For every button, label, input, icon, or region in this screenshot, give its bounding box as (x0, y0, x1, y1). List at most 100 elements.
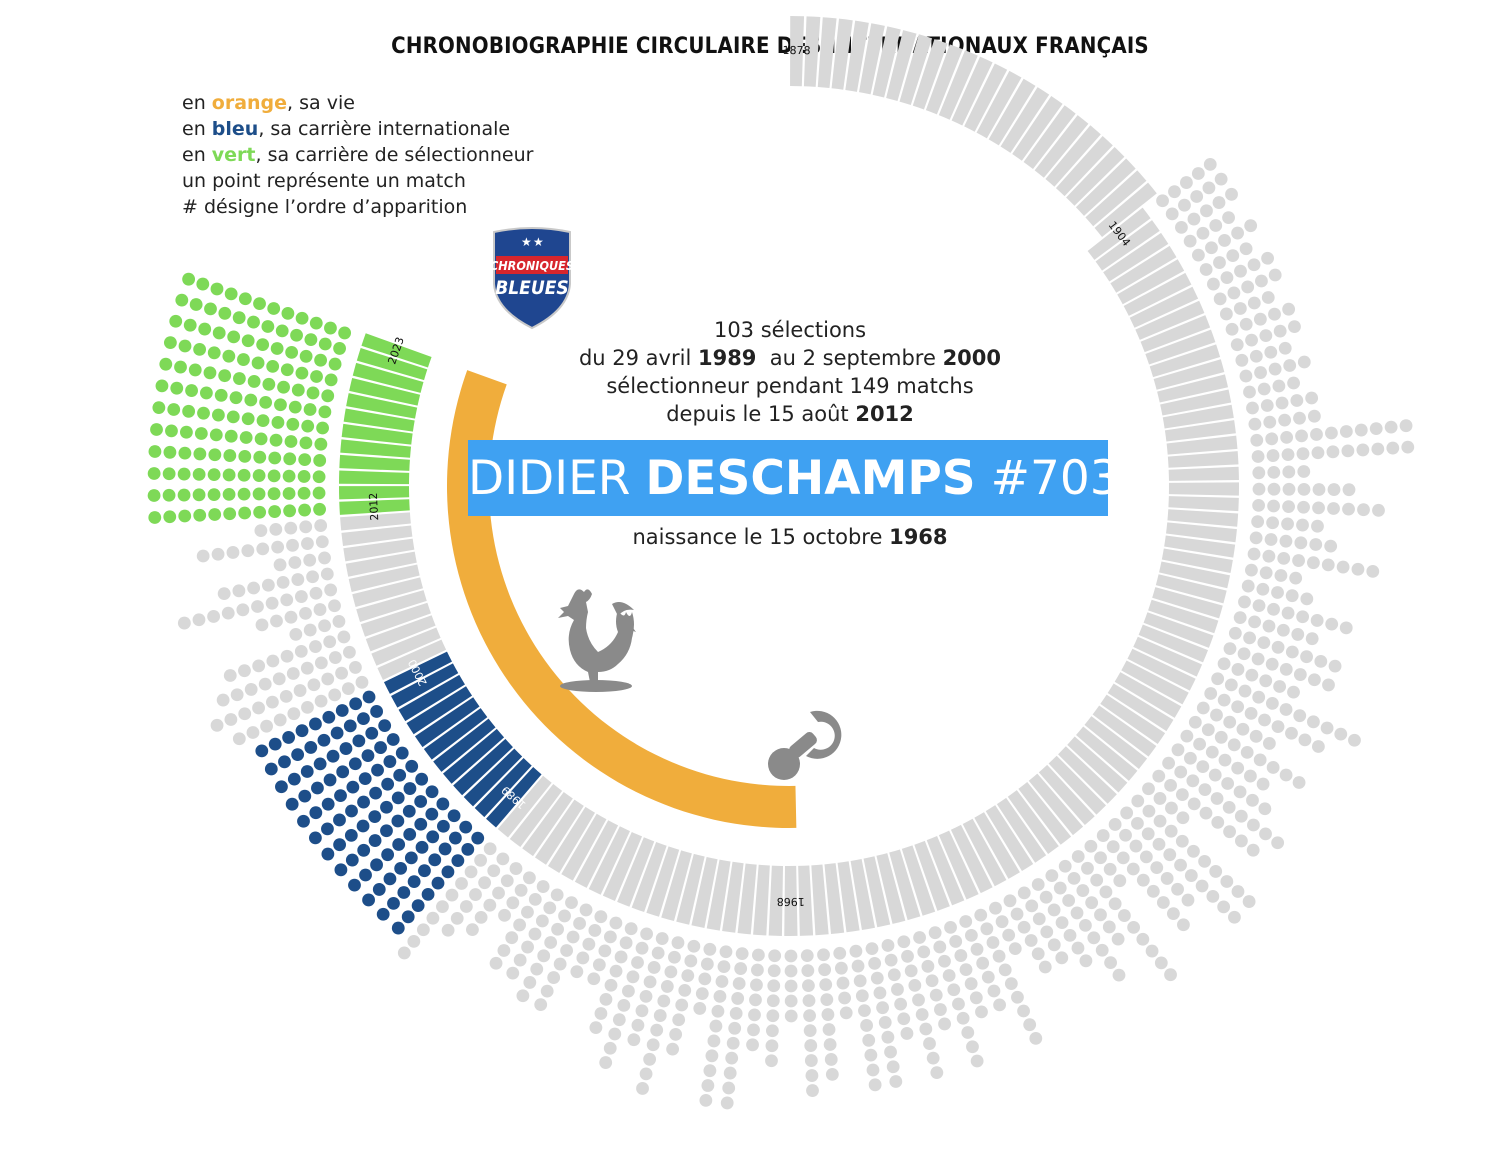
year-segment (1149, 344, 1221, 378)
match-dot (765, 1024, 779, 1038)
year-segment (1161, 548, 1233, 574)
year-segment (950, 824, 993, 894)
first-name: DIDIER (468, 451, 646, 506)
match-dot (1300, 592, 1314, 606)
year-segment (340, 512, 411, 531)
pacifier-icon (768, 710, 842, 780)
match-dot (1281, 448, 1295, 462)
match-dot (1191, 167, 1205, 180)
match-dot (1281, 606, 1295, 620)
match-dot (1206, 890, 1220, 903)
match-dot (1341, 444, 1355, 458)
year-segment (1075, 158, 1136, 216)
match-dot (938, 1017, 951, 1031)
match-dot (415, 772, 429, 786)
match-dot (551, 922, 564, 936)
match-dot (322, 710, 336, 724)
match-dot (711, 1004, 725, 1018)
match-dot (964, 929, 978, 942)
match-dot (324, 373, 338, 387)
match-dot (537, 949, 551, 963)
match-dot (165, 424, 178, 438)
match-dot (876, 1001, 889, 1015)
match-dot (192, 613, 206, 627)
match-dot (1187, 797, 1201, 811)
match-dot (177, 467, 191, 481)
player-number: #703 (975, 451, 1120, 506)
match-dot (1297, 465, 1311, 478)
match-dot (870, 971, 884, 985)
match-dot (237, 487, 251, 501)
match-dot (1198, 854, 1211, 868)
match-dot (709, 1019, 723, 1033)
year-segment (1048, 755, 1106, 815)
match-dot (1262, 549, 1276, 563)
year-segment (691, 856, 718, 928)
match-dot (1324, 539, 1338, 553)
match-dot (369, 786, 383, 800)
year-segment (985, 805, 1034, 872)
match-dot (573, 917, 586, 930)
match-dot (374, 741, 387, 754)
match-dot (1285, 726, 1298, 740)
match-dot (964, 977, 978, 991)
match-dot (1213, 256, 1226, 269)
career-period: du 29 avril 1989 au 2 septembre 2000 (578, 346, 1002, 370)
last-name: DESCHAMPS (645, 451, 976, 506)
year-segment (1167, 509, 1239, 527)
match-dot (1081, 861, 1094, 875)
match-dot (252, 487, 266, 501)
match-dot (1031, 878, 1045, 891)
match-dot (1171, 882, 1184, 896)
match-dot (1032, 912, 1046, 926)
match-dot (1063, 928, 1077, 942)
match-dot (528, 892, 542, 906)
match-dot (1113, 874, 1127, 888)
year-segment (1045, 125, 1101, 187)
legend-row-career: en bleu, sa carrière internationale (182, 118, 511, 140)
match-dot (925, 974, 939, 988)
match-dot (286, 667, 300, 680)
match-dot (218, 369, 232, 383)
match-dot (227, 330, 241, 344)
match-dot (1095, 943, 1109, 957)
match-dot (335, 704, 349, 717)
match-dot (713, 989, 727, 1003)
match-dot (341, 682, 355, 696)
match-dot (1045, 869, 1059, 883)
year-segment (863, 856, 891, 928)
year-segment (768, 865, 784, 936)
match-dot (646, 1038, 660, 1052)
match-dot (900, 1027, 914, 1040)
year-segment (1018, 782, 1072, 845)
match-dot (598, 944, 612, 958)
match-dot (668, 950, 681, 964)
match-dot (407, 934, 421, 948)
match-dot (404, 851, 418, 865)
match-dot (1247, 258, 1261, 272)
match-dot (299, 606, 312, 620)
match-dot (1025, 899, 1039, 913)
match-dot (196, 277, 210, 291)
match-dot (887, 968, 901, 982)
match-dot (1231, 700, 1245, 714)
match-dot (1309, 538, 1323, 551)
match-dot (1251, 652, 1265, 666)
match-dot (178, 509, 192, 523)
match-dot (1258, 713, 1271, 727)
match-dot (395, 746, 409, 760)
year-segment (753, 864, 770, 936)
match-dot (1336, 560, 1350, 574)
match-dot (254, 524, 268, 538)
match-dot (294, 644, 308, 658)
match-dot (229, 391, 243, 405)
year-segment (938, 50, 978, 120)
year-segment (398, 674, 465, 722)
match-dot (570, 965, 584, 979)
year-segment (617, 837, 655, 907)
match-dot (252, 469, 266, 482)
match-dot (1339, 425, 1353, 438)
match-dot (1288, 320, 1301, 334)
match-dot (380, 824, 393, 838)
match-dot (868, 1078, 882, 1092)
